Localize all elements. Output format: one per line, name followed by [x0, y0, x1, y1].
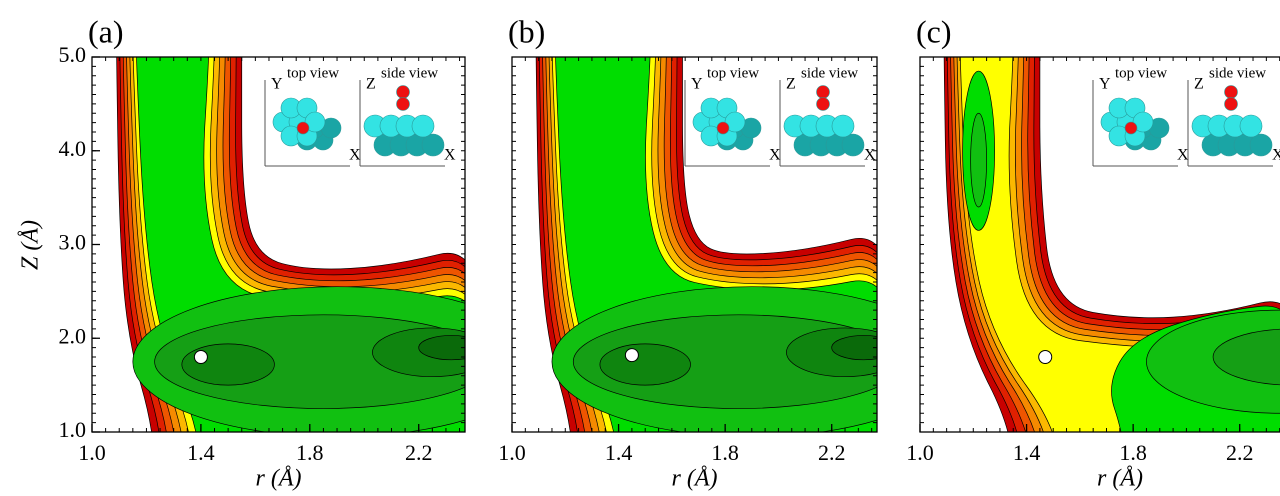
inset-label: X: [1177, 147, 1189, 164]
x-axis-label: r (Å): [1097, 466, 1143, 492]
inset-title: side view: [381, 65, 438, 81]
inset-label: Y: [271, 76, 283, 93]
contour-band: [970, 112, 987, 208]
x-tick-label: 1.0: [78, 440, 106, 465]
inset-title: top view: [1115, 65, 1167, 81]
minimum-point: [193, 350, 208, 364]
atom: [724, 111, 746, 133]
x-tick-label: 1.8: [296, 440, 324, 465]
inset-label: Z: [366, 76, 376, 93]
contour-field: [920, 57, 1280, 432]
inset-label: X: [769, 147, 781, 164]
x-tick-label: 1.0: [906, 440, 934, 465]
inset-label: X: [349, 147, 361, 164]
y-tick-label: 3.0: [59, 230, 87, 255]
inset-title: side view: [801, 65, 858, 81]
x-tick-label: 2.2: [818, 440, 846, 465]
x-tick-label: 1.4: [187, 440, 215, 465]
contour-band: [181, 343, 275, 386]
inset-label: Y: [1099, 76, 1111, 93]
contour-band: [599, 343, 691, 386]
inset-label: Y: [691, 76, 703, 93]
y-tick-label: 5.0: [59, 42, 87, 67]
x-tick-label: 1.8: [711, 440, 739, 465]
x-tick-label: 1.8: [1119, 440, 1147, 465]
contour-band: [418, 335, 465, 361]
atom: [396, 85, 410, 99]
minimum-point: [1038, 350, 1053, 364]
atom: [1224, 85, 1238, 99]
atom: [1224, 97, 1238, 111]
atom: [396, 97, 410, 111]
panel-label: (c): [916, 13, 952, 49]
panel: 1.0 1.4 1.8 2.2 1.0 2.0 3.0 4.0 5.0 r (Å) Z (Å) (a)…: [18, 13, 466, 492]
atom: [831, 114, 855, 138]
inset-label: Z: [786, 76, 796, 93]
y-tick-label: 4.0: [59, 136, 87, 161]
y-tick-label: 2.0: [59, 323, 87, 348]
contour-field: [512, 57, 877, 432]
atom: [1249, 133, 1273, 157]
inset-label: X: [1272, 147, 1280, 164]
atom: [411, 114, 435, 138]
x-axis-label: r (Å): [256, 466, 302, 492]
inset-title: top view: [707, 65, 759, 81]
y-axis-label: Z (Å): [18, 220, 44, 270]
inset-label: X: [864, 147, 876, 164]
atom: [421, 133, 445, 157]
atom: [1124, 121, 1138, 135]
y-tick-label: 1.0: [59, 417, 87, 442]
contour-band: [1212, 328, 1280, 386]
atom: [716, 121, 730, 135]
x-tick-label: 1.0: [498, 440, 526, 465]
inset-title: side view: [1209, 65, 1266, 81]
atom: [304, 111, 326, 133]
atom: [1132, 111, 1154, 133]
inset-label: Z: [1194, 76, 1204, 93]
minimum-point: [624, 348, 639, 363]
contour-field: [92, 57, 465, 432]
x-axis-label: r (Å): [672, 466, 718, 492]
contour-band: [831, 335, 877, 361]
inset-label: X: [444, 147, 456, 164]
atom: [296, 121, 310, 135]
atom: [816, 97, 830, 111]
panel-label: (a): [88, 13, 124, 49]
panel-label: (b): [508, 13, 545, 49]
inset-title: top view: [287, 65, 339, 81]
atom: [1239, 114, 1263, 138]
x-tick-label: 2.2: [405, 440, 433, 465]
atom: [816, 85, 830, 99]
atom: [841, 133, 865, 157]
x-tick-label: 1.4: [605, 440, 633, 465]
x-tick-label: 1.4: [1013, 440, 1041, 465]
x-tick-label: 2.2: [1226, 440, 1254, 465]
